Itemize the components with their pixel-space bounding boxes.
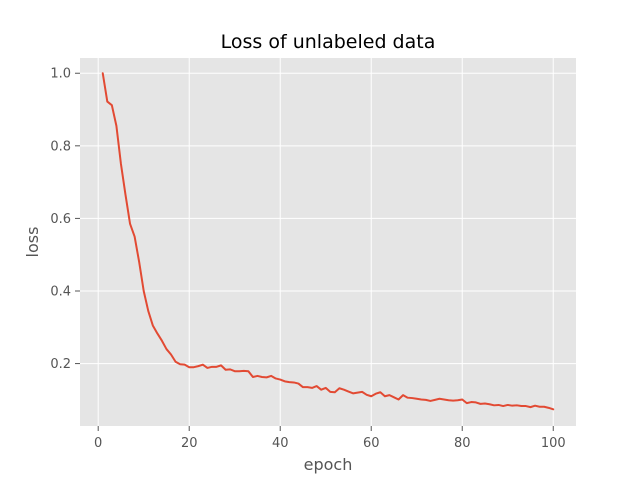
- series-layer: [101, 72, 555, 411]
- x-tick-label: 100: [541, 436, 566, 451]
- chart-title: Loss of unlabeled data: [221, 31, 436, 53]
- y-tick-label: 0.8: [50, 139, 71, 154]
- x-tick-label: 20: [181, 436, 198, 451]
- x-tick-label: 80: [454, 436, 471, 451]
- grid-lines: [80, 58, 576, 426]
- x-tick-label: 0: [94, 436, 102, 451]
- y-tick-label: 1.0: [50, 67, 71, 82]
- x-tick-label: 40: [272, 436, 289, 451]
- y-axis-label: loss: [23, 227, 42, 258]
- plot-area: [80, 58, 576, 426]
- loss-series-line: [101, 72, 555, 411]
- y-tick-label: 0.2: [50, 357, 71, 372]
- y-tick-label: 0.4: [50, 284, 71, 299]
- axis-ticks: 0 20 40 60 80 100 0.2 0.4 0.6 0.8 1.0: [50, 67, 565, 451]
- x-axis-label: epoch: [304, 455, 353, 474]
- y-tick-label: 0.6: [50, 212, 71, 227]
- x-tick-label: 60: [363, 436, 380, 451]
